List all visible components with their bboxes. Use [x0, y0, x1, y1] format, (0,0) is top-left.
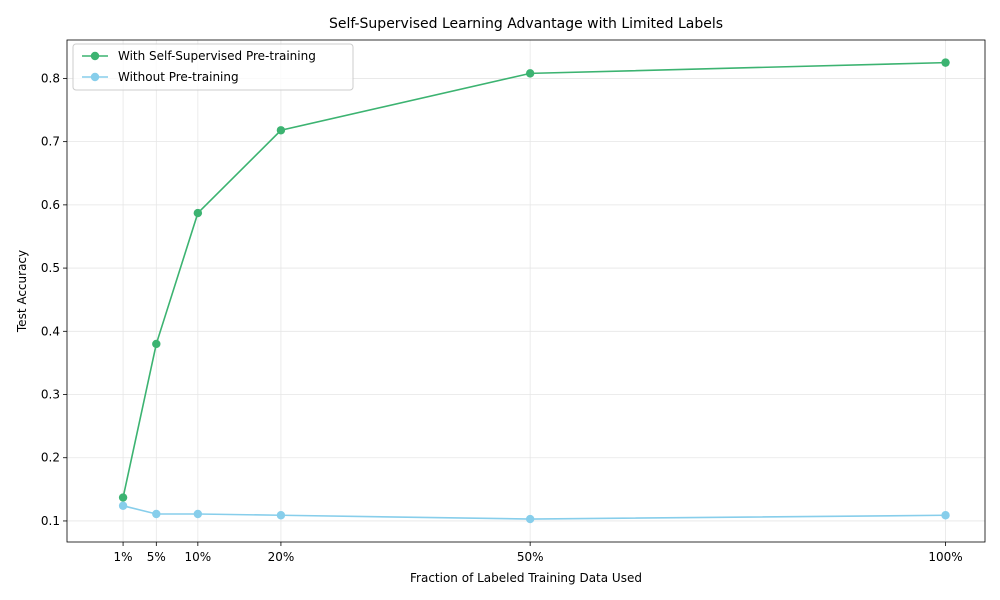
- data-point: [193, 509, 203, 519]
- series-line: [122, 61, 946, 498]
- data-point: [152, 339, 161, 349]
- plot-frame: [66, 39, 986, 543]
- legend-box: [72, 43, 354, 91]
- chart-title: Self-Supervised Learning Advantage with …: [329, 16, 723, 32]
- series-line: [122, 505, 946, 520]
- legend-swatch-marker: [90, 51, 100, 61]
- y-tick-label: 0.1: [41, 514, 60, 528]
- y-axis-title: Test Accuracy: [15, 250, 29, 333]
- data-point: [525, 69, 535, 78]
- legend-item: Without Pre-training: [82, 70, 239, 84]
- y-tick-label: 0.2: [41, 451, 60, 465]
- data-point: [118, 493, 128, 502]
- x-axis-title: Fraction of Labeled Training Data Used: [410, 571, 642, 585]
- x-tick-label: 100%: [928, 550, 962, 564]
- legend-item: With Self-Supervised Pre-training: [82, 49, 316, 63]
- x-tick-label: 5%: [147, 550, 166, 564]
- y-tick-label: 0.3: [41, 388, 60, 402]
- legend-label: Without Pre-training: [118, 70, 239, 84]
- series-1: [118, 58, 950, 502]
- data-point: [193, 208, 203, 218]
- legend-swatch-marker: [90, 72, 100, 82]
- y-tick-label: 0.8: [41, 71, 60, 85]
- series-2: [118, 501, 950, 524]
- data-point: [941, 511, 950, 520]
- data-point: [525, 514, 535, 524]
- x-tick-label: 50%: [517, 550, 544, 564]
- legend-label: With Self-Supervised Pre-training: [118, 49, 316, 63]
- axis-ticks: 1% 5% 10% 20% 50% 100% 0.1 0.2 0.3 0.4 0.5 0.6 0.7 0.…: [41, 71, 963, 564]
- y-tick-label: 0.4: [41, 324, 60, 338]
- data-point: [276, 511, 286, 520]
- grid: [67, 40, 985, 542]
- x-tick-label: 20%: [268, 550, 295, 564]
- data-point: [941, 58, 950, 67]
- data-point: [118, 501, 128, 510]
- y-tick-label: 0.7: [41, 135, 60, 149]
- series: [118, 58, 950, 524]
- data-point: [152, 509, 161, 519]
- x-tick-label: 10%: [185, 550, 212, 564]
- y-tick-label: 0.5: [41, 261, 60, 275]
- data-point: [276, 126, 286, 135]
- legend: With Self-Supervised Pre-training Without…: [72, 43, 354, 91]
- y-tick-label: 0.6: [41, 198, 60, 212]
- x-tick-label: 1%: [114, 550, 133, 564]
